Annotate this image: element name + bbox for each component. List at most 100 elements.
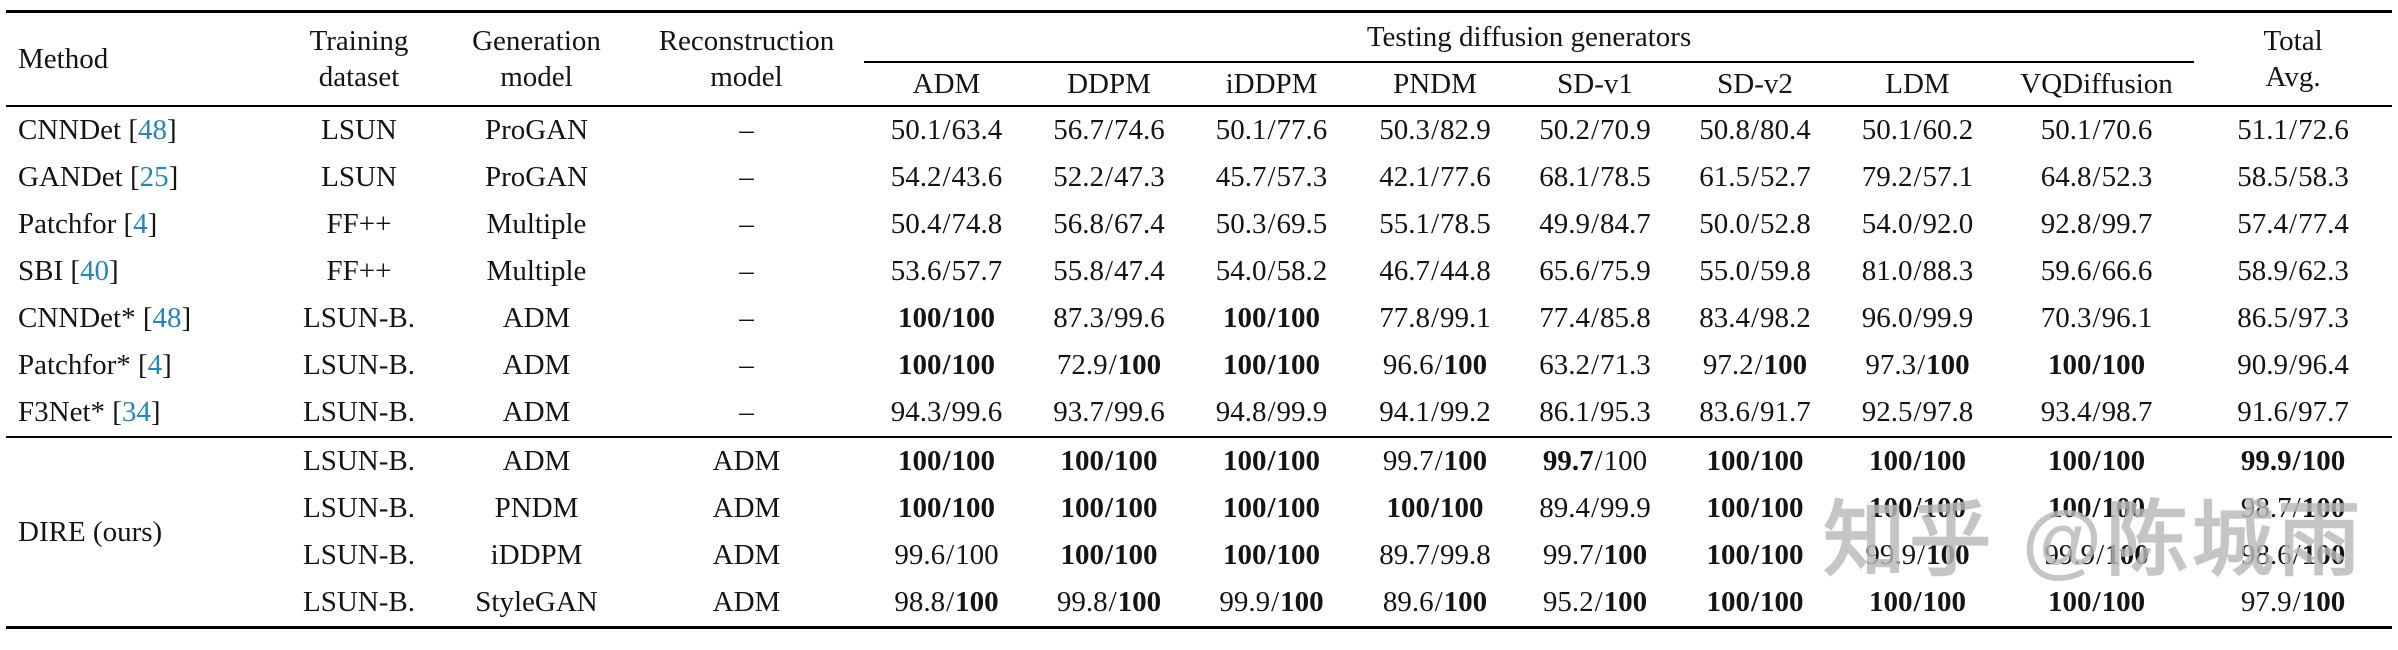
- citation-link[interactable]: 4: [147, 349, 163, 381]
- citation-link[interactable]: 40: [80, 255, 110, 287]
- result-cell: 50.4/74.8: [890, 208, 1003, 240]
- table-row: LSUN-B. PNDM ADM 100/100 100/100 100/100 100/1…: [6, 485, 2392, 532]
- result-cell: 99.7/100: [1542, 445, 1648, 477]
- result-cell: 99.9/100: [1219, 586, 1324, 618]
- table-row: Patchfor [4] FF++ Multiple – 50.4/74.8 56.8/6…: [6, 201, 2392, 248]
- total-avg-cell: 90.9/96.4: [2237, 349, 2349, 381]
- result-cell: 99.9/100: [1865, 539, 1970, 571]
- result-cell: 100/100: [1386, 492, 1484, 524]
- col-header-vqdiffusion: VQDiffusion: [2020, 67, 2173, 100]
- citation-link[interactable]: 48: [138, 114, 168, 146]
- col-header-sd-v1: SD-v1: [1557, 67, 1633, 100]
- generation-model-cell: ADM: [502, 302, 571, 334]
- method-cell: Patchfor* [4]: [18, 349, 172, 381]
- result-cell: 55.1/78.5: [1379, 208, 1491, 240]
- result-cell: 100/100: [897, 445, 996, 477]
- result-cell: 61.5/52.7: [1699, 161, 1811, 193]
- result-cell: 100/100: [1222, 492, 1321, 524]
- result-cell: 100/100: [1868, 445, 1967, 477]
- result-cell: 100/100: [1222, 349, 1321, 381]
- result-cell: 50.0/52.8: [1699, 208, 1811, 240]
- col-header-generation-model: Generation model: [444, 12, 629, 107]
- reconstruction-line1: Reconstruction: [658, 24, 835, 57]
- generation-model-cell: Multiple: [486, 208, 587, 240]
- result-cell: 99.7/100: [1382, 445, 1488, 477]
- reconstruction-model-cell: –: [739, 349, 754, 381]
- baseline-rows: CNNDet [48] LSUN ProGAN – 50.1/63.4 56.7/74.6…: [6, 106, 2393, 437]
- result-cell: 54.0/58.2: [1215, 255, 1328, 287]
- result-cell: 89.6/100: [1382, 586, 1488, 618]
- method-dire-cell: DIRE (ours): [18, 515, 163, 548]
- result-cell: 77.4/85.8: [1539, 302, 1651, 334]
- result-cell: 55.8/47.4: [1053, 255, 1165, 287]
- result-cell: 100/100: [897, 302, 996, 334]
- citation-link[interactable]: 4: [133, 208, 148, 240]
- result-cell: 50.3/69.5: [1215, 208, 1328, 240]
- result-cell: 97.2/100: [1702, 349, 1808, 381]
- total-avg-cell: 97.9/100: [2240, 586, 2346, 618]
- generation-model-cell: Multiple: [486, 255, 587, 287]
- total-avg-cell: 57.4/77.4: [2237, 208, 2349, 240]
- generation-model-cell: StyleGAN: [475, 586, 598, 618]
- table-row: LSUN-B. StyleGAN ADM 98.8/100 99.8/100 99.9/1…: [6, 579, 2392, 628]
- training-dataset-cell: LSUN-B.: [303, 492, 415, 524]
- result-cell: 97.3/100: [1865, 349, 1970, 381]
- table-row: F3Net* [34] LSUN-B. ADM – 94.3/99.6 93.7/99.6…: [6, 389, 2392, 437]
- col-header-ddpm: DDPM: [1067, 67, 1151, 100]
- result-cell: 63.2/71.3: [1539, 349, 1651, 381]
- total-avg-cell: 51.1/72.6: [2237, 114, 2349, 146]
- training-dataset-cell: LSUN-B.: [303, 396, 415, 428]
- result-cell: 50.1/70.6: [2040, 114, 2153, 146]
- result-cell: 94.3/99.6: [890, 396, 1003, 428]
- result-cell: 42.1/77.6: [1379, 161, 1491, 193]
- table-row: GANDet [25] LSUN ProGAN – 54.2/43.6 52.2/47.3…: [6, 154, 2392, 201]
- result-cell: 50.1/60.2: [1861, 114, 1974, 146]
- result-cell: 100/100: [1868, 586, 1967, 618]
- result-cell: 100/100: [1222, 539, 1321, 571]
- result-cell: 50.2/70.9: [1539, 114, 1651, 146]
- col-header-adm: ADM: [912, 67, 981, 100]
- training-line2: dataset: [318, 61, 400, 93]
- total-avg-cell: 86.5/97.3: [2237, 302, 2349, 334]
- result-cell: 98.8/100: [894, 586, 999, 618]
- generation-line1: Generation: [472, 24, 601, 57]
- result-cell: 96.0/99.9: [1861, 302, 1974, 334]
- generation-model-cell: ADM: [502, 396, 571, 428]
- training-dataset-cell: LSUN-B.: [303, 349, 415, 381]
- result-cell: 100/100: [1706, 539, 1804, 571]
- reconstruction-model-cell: ADM: [712, 586, 781, 618]
- result-cell: 100/100: [2048, 586, 2146, 618]
- reconstruction-model-cell: ADM: [712, 445, 781, 477]
- col-header-sd-v2: SD-v2: [1717, 67, 1793, 100]
- total-avg-cell: 98.6/100: [2240, 539, 2346, 571]
- table-row: SBI [40] FF++ Multiple – 53.6/57.7 55.8/47.4 5…: [6, 248, 2392, 295]
- col-header-training-dataset: Training dataset: [274, 12, 444, 107]
- result-cell: 100/100: [1060, 445, 1158, 477]
- citation-link[interactable]: 34: [121, 396, 151, 428]
- table-row: Patchfor* [4] LSUN-B. ADM – 100/100 72.9/100 1…: [6, 342, 2392, 389]
- method-cell: CNNDet* [48]: [18, 302, 192, 334]
- generation-model-cell: ProGAN: [484, 161, 589, 193]
- training-dataset-cell: LSUN-B.: [303, 302, 415, 334]
- total-avg-cell: 58.5/58.3: [2237, 161, 2349, 193]
- method-cell: F3Net* [34]: [18, 396, 161, 428]
- results-table: Method Training dataset Generation model…: [6, 10, 2393, 629]
- total-line1: Total: [2263, 24, 2323, 57]
- result-cell: 50.1/63.4: [890, 114, 1003, 146]
- result-cell: 89.7/99.8: [1379, 539, 1491, 571]
- result-cell: 87.3/99.6: [1053, 302, 1165, 334]
- result-cell: 100/100: [1060, 492, 1158, 524]
- generation-model-cell: PNDM: [494, 492, 579, 524]
- training-dataset-cell: FF++: [326, 255, 392, 287]
- total-line2: Avg.: [2265, 61, 2321, 93]
- total-avg-cell: 91.6/97.7: [2237, 396, 2349, 428]
- citation-link[interactable]: 25: [139, 161, 169, 193]
- table-row: DIRE (ours) LSUN-B. ADM ADM 100/100 100/100 10…: [6, 437, 2392, 548]
- reconstruction-model-cell: ADM: [712, 492, 781, 524]
- result-cell: 95.2/100: [1542, 586, 1648, 618]
- generation-model-cell: iDDPM: [490, 539, 583, 571]
- result-cell: 50.3/82.9: [1379, 114, 1491, 146]
- result-cell: 94.1/99.2: [1379, 396, 1491, 428]
- citation-link[interactable]: 48: [152, 302, 182, 334]
